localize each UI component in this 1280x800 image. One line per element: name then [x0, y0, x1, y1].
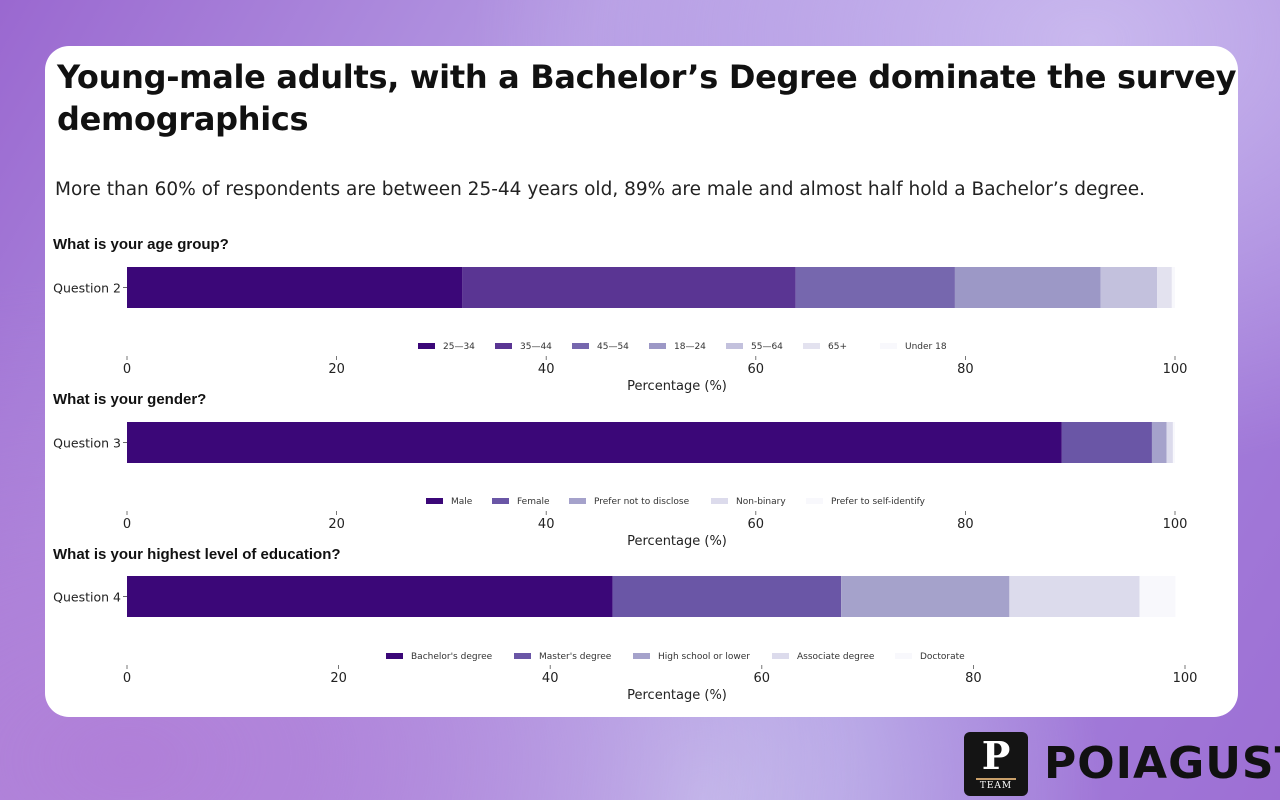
legend-label: Non-binary: [736, 497, 786, 507]
legend-label: 25—34: [443, 342, 475, 352]
legend-swatch-4: [649, 343, 666, 349]
legend-label: Under 18: [905, 342, 947, 352]
subtitle: More than 60% of respondents are between…: [55, 179, 1146, 200]
legend-label: High school or lower: [658, 652, 750, 662]
bar-segment-4: [954, 267, 1101, 308]
x-tick-label: 100: [1173, 671, 1198, 686]
legend-label: 18—24: [674, 342, 706, 352]
legend-swatch-6: [803, 343, 820, 349]
legend-swatch-3: [633, 653, 650, 659]
stacked-bar-charts: What is your age group? Question 2 25—34 35…: [53, 236, 1198, 703]
legend-swatch-3: [572, 343, 589, 349]
legend-label: Prefer to self-identify: [831, 497, 926, 507]
legend-swatch-2: [492, 498, 509, 504]
legend-label: 55—64: [751, 342, 783, 352]
legend-label: Female: [517, 497, 550, 507]
legend-label: Male: [451, 497, 473, 507]
x-tick-label: 40: [542, 671, 559, 686]
x-tick-label: 60: [748, 362, 765, 377]
legend-swatch-3: [569, 498, 586, 504]
legend-swatch-1: [386, 653, 403, 659]
x-tick-label: 80: [957, 517, 974, 532]
category-label: Question 4: [53, 590, 121, 605]
brand-name: POIAGUST: [1044, 738, 1280, 789]
x-tick-label: 0: [123, 362, 131, 377]
bar-segment-2: [612, 576, 842, 617]
x-tick-label: 0: [123, 517, 131, 532]
bar-segment-5: [1139, 576, 1176, 617]
brand-logo-rule: [976, 778, 1016, 780]
bar-segment-1: [127, 576, 613, 617]
legend-swatch-4: [711, 498, 728, 504]
x-tick-label: 40: [538, 517, 555, 532]
legend-swatch-1: [426, 498, 443, 504]
category-label: Question 3: [53, 436, 121, 451]
bar-segment-1: [127, 267, 463, 308]
bar-segment-5: [1172, 422, 1175, 463]
chart-title: What is your highest level of education?: [53, 546, 341, 563]
legend-label: 65+: [828, 342, 847, 352]
legend-swatch-1: [418, 343, 435, 349]
bar-segment-2: [1061, 422, 1152, 463]
bar-segment-3: [1151, 422, 1167, 463]
survey-card: Young-male adults, with a Bachelor’s Deg…: [45, 46, 1238, 717]
x-axis-label: Percentage (%): [627, 534, 727, 549]
brand: P TEAM POIAGUST: [964, 732, 1280, 796]
bar-segment-5: [1100, 267, 1158, 308]
brand-logo-text: TEAM: [979, 781, 1013, 791]
chart-title: What is your age group?: [53, 236, 229, 253]
legend-label: 35—44: [520, 342, 552, 352]
x-tick-label: 20: [328, 517, 345, 532]
brand-logo: P TEAM: [964, 732, 1028, 796]
bar-segment-6: [1157, 267, 1172, 308]
legend-swatch-7: [880, 343, 897, 349]
bar-segment-3: [841, 576, 1010, 617]
legend-label: Bachelor's degree: [411, 652, 493, 662]
brand-logo-letter: P: [981, 733, 1011, 778]
chart-title: What is your gender?: [53, 391, 206, 408]
x-tick-label: 100: [1163, 517, 1188, 532]
bar-segment-1: [127, 422, 1062, 463]
x-tick-label: 40: [538, 362, 555, 377]
legend-swatch-2: [495, 343, 512, 349]
legend-label: Doctorate: [920, 652, 965, 662]
x-tick-label: 20: [330, 671, 347, 686]
legend-swatch-5: [806, 498, 823, 504]
x-tick-label: 100: [1163, 362, 1188, 377]
legend-swatch-4: [772, 653, 789, 659]
x-tick-label: 60: [748, 517, 765, 532]
legend-swatch-2: [514, 653, 531, 659]
bar-segment-4: [1009, 576, 1140, 617]
headline: Young-male adults, with a Bachelor’s Deg…: [57, 58, 1237, 138]
x-tick-label: 80: [965, 671, 982, 686]
category-label: Question 2: [53, 281, 121, 296]
x-tick-label: 60: [754, 671, 771, 686]
legend-label: Associate degree: [797, 652, 875, 662]
bar-segment-2: [462, 267, 796, 308]
x-tick-label: 80: [957, 362, 974, 377]
bar-segment-7: [1171, 267, 1175, 308]
x-tick-label: 20: [328, 362, 345, 377]
legend-swatch-5: [895, 653, 912, 659]
bar-segment-4: [1166, 422, 1173, 463]
legend-label: Prefer not to disclose: [594, 497, 690, 507]
x-axis-label: Percentage (%): [627, 379, 727, 394]
legend-label: 45—54: [597, 342, 629, 352]
x-axis-label: Percentage (%): [627, 688, 727, 703]
bar-segment-3: [795, 267, 955, 308]
legend-label: Master's degree: [539, 652, 612, 662]
x-tick-label: 0: [123, 671, 131, 686]
legend-swatch-5: [726, 343, 743, 349]
